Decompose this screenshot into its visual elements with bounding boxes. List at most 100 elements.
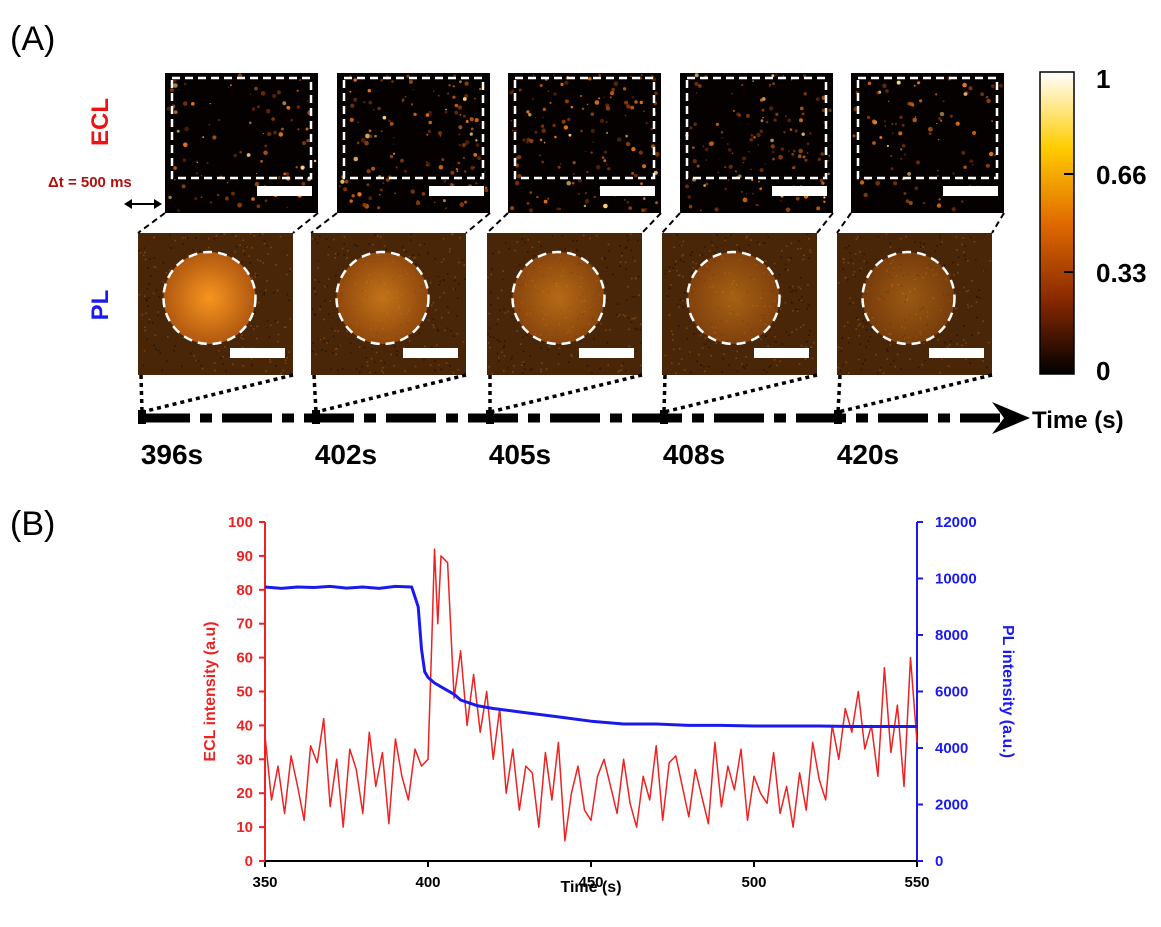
pl-noise: [235, 245, 238, 248]
ecl-spot: [859, 180, 865, 185]
pl-noise: [545, 368, 548, 370]
pl-noise: [265, 289, 267, 291]
pl-noise: [570, 354, 572, 356]
ecl-spot: [749, 137, 754, 142]
ecl-spot: [413, 112, 417, 116]
ecl-spot: [438, 165, 444, 170]
pl-noise: [841, 337, 844, 339]
ecl-spot: [685, 184, 689, 189]
pl-noise: [965, 290, 968, 293]
pl-noise: [621, 252, 623, 254]
pl-noise: [799, 276, 802, 279]
pl-noise: [728, 364, 730, 366]
pl-noise: [409, 334, 411, 336]
ecl-spot: [687, 195, 691, 199]
pl-noise: [965, 342, 967, 344]
pl-noise: [256, 259, 259, 261]
pl-noise: [849, 303, 852, 305]
ecl-spot: [428, 120, 433, 125]
pl-noise: [143, 251, 146, 254]
ecl-spot: [256, 204, 261, 209]
ecl-spot: [769, 85, 771, 87]
pl-noise: [690, 272, 693, 274]
pl-noise: [963, 286, 965, 289]
pl-noise: [681, 300, 684, 302]
ecl-spot: [173, 83, 178, 88]
ecl-spot: [295, 166, 298, 169]
frame-time-label: 405s: [489, 439, 551, 470]
ecl-spot: [951, 208, 953, 210]
pl-noise: [461, 259, 464, 261]
ecl-spot: [368, 100, 373, 105]
pl-noise: [231, 233, 234, 236]
pl-noise: [607, 243, 610, 246]
pl-noise: [366, 364, 369, 367]
ecl-spot: [239, 150, 242, 154]
pl-noise: [262, 262, 265, 264]
ecl-spot: [373, 109, 375, 111]
pl-noise: [620, 364, 623, 367]
pl-noise: [866, 261, 868, 264]
pl-noise: [256, 274, 258, 277]
pl-row-label: PL: [87, 290, 114, 321]
ecl-spot: [626, 200, 630, 204]
ecl-spot: [827, 159, 829, 162]
ecl-spot: [541, 160, 545, 164]
ecl-spot: [884, 125, 886, 127]
time-axis-arrow-icon: [992, 402, 1030, 434]
pl-noise: [314, 314, 316, 316]
pl-noise: [859, 343, 861, 346]
pl-noise: [617, 371, 620, 373]
ecl-spot: [772, 157, 775, 161]
pl-noise: [843, 261, 845, 264]
ecl-pl-connector: [310, 212, 338, 234]
pl-noise: [701, 347, 704, 349]
ecl-spot: [166, 106, 171, 111]
pl-noise: [572, 240, 575, 242]
ecl-spot: [928, 132, 932, 135]
ecl-spot: [438, 131, 442, 136]
y-left-tick-label: 30: [236, 751, 253, 768]
ecl-spot: [803, 92, 807, 96]
pl-noise: [170, 247, 172, 249]
pl-noise: [763, 242, 765, 244]
ecl-spot: [281, 127, 284, 131]
ecl-spot: [254, 86, 258, 91]
pl-noise: [716, 234, 718, 236]
pl-noise: [724, 239, 727, 242]
pl-noise: [159, 352, 162, 354]
ecl-spot: [182, 101, 188, 106]
ecl-spot: [554, 135, 557, 139]
pl-noise: [889, 246, 892, 248]
pl-noise: [666, 295, 669, 297]
pl-noise: [852, 262, 855, 265]
pl-noise: [148, 318, 151, 320]
x-tick-label: 350: [252, 874, 277, 891]
pl-noise: [963, 251, 965, 253]
pl-noise: [863, 260, 865, 263]
y-left-tick-label: 80: [236, 582, 253, 599]
pl-noise: [664, 272, 666, 275]
pl-noise: [319, 235, 321, 237]
pl-scale-bar: [230, 348, 285, 358]
pl-noise: [842, 268, 844, 270]
pl-noise: [157, 311, 160, 313]
pl-noise: [149, 258, 151, 260]
ecl-spot: [745, 113, 750, 118]
pl-noise: [263, 293, 265, 296]
pl-noise: [777, 287, 780, 290]
pl-noise: [254, 272, 257, 275]
pl-noise: [435, 344, 438, 346]
ecl-spot: [340, 179, 345, 184]
pl-noise: [312, 342, 314, 344]
pl-noise: [242, 365, 244, 367]
ecl-spot: [586, 103, 589, 106]
pl-noise: [443, 292, 445, 294]
ecl-spot: [787, 118, 792, 123]
pl-noise: [840, 350, 843, 353]
ecl-spot: [905, 199, 910, 204]
pl-noise: [679, 299, 682, 301]
ecl-spot: [936, 203, 942, 208]
pl-noise: [842, 364, 844, 367]
pl-scale-bar: [579, 348, 634, 358]
